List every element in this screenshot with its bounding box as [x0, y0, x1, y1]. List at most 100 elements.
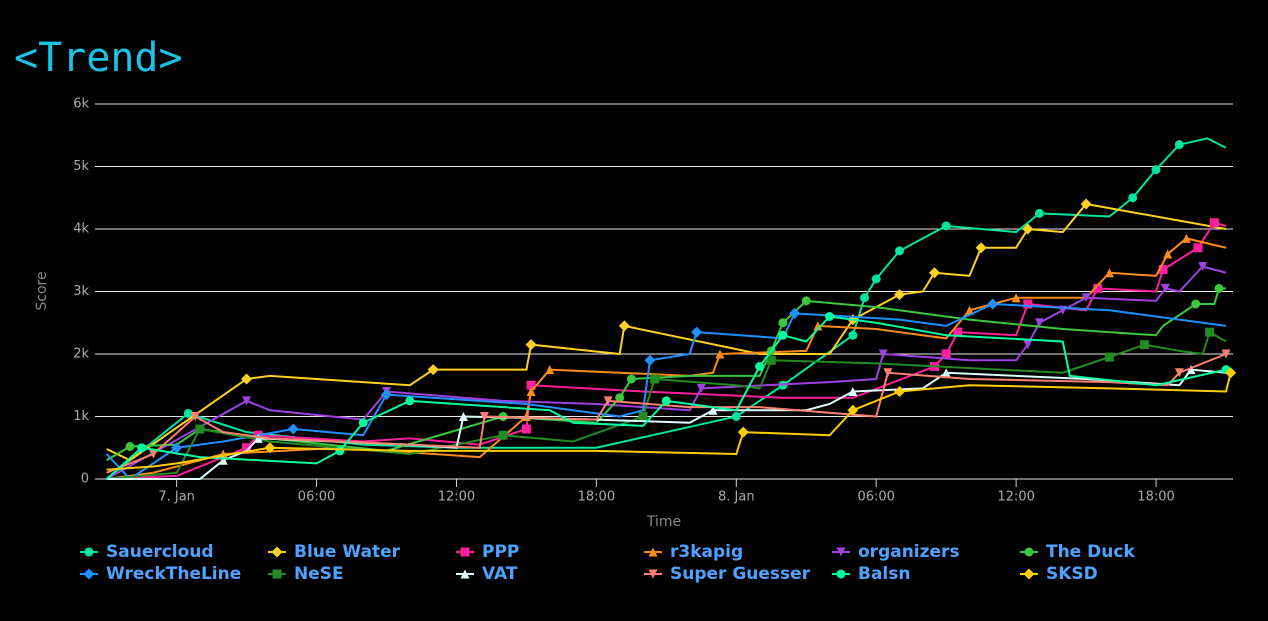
series-line	[106, 221, 1227, 480]
marker	[1174, 140, 1184, 150]
marker	[1158, 265, 1168, 275]
y-tick-label: 3k	[73, 284, 89, 299]
marker	[1151, 165, 1161, 175]
marker	[1163, 249, 1173, 259]
marker	[526, 380, 536, 390]
marker	[545, 365, 555, 375]
x-tick-label: 18:00	[578, 490, 615, 505]
marker	[335, 446, 345, 456]
marker	[218, 455, 228, 465]
marker	[789, 307, 801, 319]
legend-label: The Duck	[1046, 542, 1135, 562]
marker	[1104, 352, 1114, 362]
marker	[778, 318, 788, 328]
marker	[987, 298, 999, 310]
marker	[648, 547, 658, 557]
marker	[836, 569, 846, 579]
marker	[1128, 193, 1138, 203]
marker	[242, 443, 252, 453]
x-tick-label: 06:00	[298, 490, 335, 505]
marker	[847, 404, 859, 416]
chart-title: <Trend>	[14, 35, 183, 81]
marker	[264, 442, 276, 454]
legend-label: Blue Water	[294, 542, 401, 562]
marker	[521, 424, 531, 434]
marker	[195, 424, 205, 434]
marker	[603, 396, 613, 406]
series-line	[106, 202, 1227, 462]
legend-label: organizers	[858, 542, 960, 562]
marker	[836, 547, 846, 557]
y-tick-label: 5k	[73, 159, 89, 174]
series-line	[105, 302, 1227, 481]
marker	[618, 320, 630, 332]
marker	[894, 289, 906, 301]
marker	[1011, 293, 1021, 303]
x-tick-label: 12:00	[997, 490, 1034, 505]
marker	[731, 412, 741, 421]
marker	[883, 368, 893, 378]
marker	[253, 433, 263, 443]
marker	[1225, 367, 1237, 379]
marker	[1023, 299, 1033, 309]
y-tick-label: 0	[81, 472, 89, 487]
legend-label: r3kapig	[670, 542, 743, 562]
x-tick-label: 7. Jan	[158, 490, 195, 505]
x-tick-label: 12:00	[438, 490, 475, 505]
marker	[1139, 340, 1149, 350]
marker	[458, 412, 468, 421]
marker	[953, 327, 963, 337]
marker	[929, 267, 941, 279]
series-line	[106, 368, 1227, 480]
marker	[1104, 268, 1114, 278]
legend-label: NeSE	[294, 564, 344, 584]
legend-label: PPP	[482, 542, 519, 562]
marker	[696, 383, 706, 393]
y-tick-label: 2k	[73, 347, 89, 362]
marker	[1193, 243, 1203, 253]
marker	[380, 389, 392, 401]
marker	[242, 396, 252, 406]
marker	[1191, 299, 1201, 309]
marker	[1160, 283, 1170, 293]
marker	[1221, 349, 1231, 359]
marker	[525, 339, 537, 351]
marker	[272, 569, 282, 579]
marker	[1093, 283, 1103, 293]
marker	[526, 387, 536, 396]
marker	[1024, 547, 1034, 557]
y-axis-title: Score	[34, 271, 50, 310]
series-line	[105, 315, 1227, 480]
marker	[183, 408, 193, 418]
marker	[287, 423, 299, 435]
marker	[975, 242, 987, 254]
marker	[1209, 218, 1219, 228]
marker	[271, 546, 283, 558]
marker	[813, 321, 823, 331]
marker	[755, 362, 765, 371]
marker	[615, 393, 625, 403]
marker	[1198, 262, 1208, 271]
legend-label: SKSD	[1046, 564, 1098, 584]
marker	[638, 412, 648, 421]
legend-label: WreckTheLine	[106, 564, 241, 584]
marker	[941, 368, 951, 378]
marker	[715, 349, 725, 359]
marker	[241, 373, 253, 385]
series-line	[106, 137, 1227, 480]
marker	[148, 449, 158, 459]
marker	[964, 305, 974, 315]
y-tick-label: 4k	[73, 222, 89, 237]
legend-label: Sauercloud	[106, 542, 214, 562]
marker	[848, 387, 858, 396]
marker	[644, 354, 656, 366]
legend-label: Balsn	[858, 564, 910, 584]
marker	[83, 568, 95, 580]
marker	[825, 312, 835, 321]
marker	[1214, 283, 1224, 293]
marker	[1181, 233, 1191, 243]
marker	[1081, 293, 1091, 303]
marker	[358, 418, 368, 428]
marker	[941, 221, 951, 231]
marker	[1186, 365, 1196, 375]
